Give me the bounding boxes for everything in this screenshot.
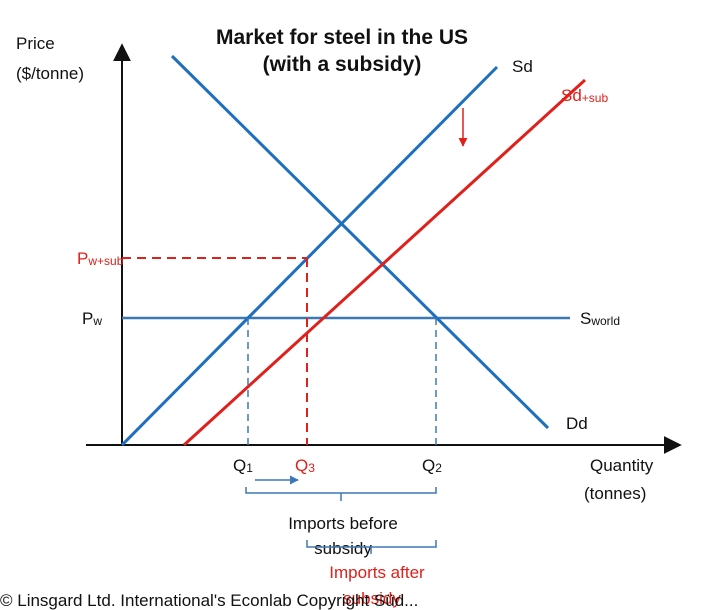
title-line-1: Market for steel in the US [216, 26, 468, 49]
dd-label: Dd [566, 414, 588, 433]
subsidized-supply-curve [182, 78, 587, 447]
imports-before-label-1: Imports before [288, 514, 398, 533]
imports-after-bracket [306, 540, 437, 554]
q3-label: Q3 [295, 456, 315, 475]
pw-sub-label: Pw+sub [77, 249, 124, 268]
q1-label: Q1 [233, 456, 253, 475]
imports-after-label-1: Imports after [329, 563, 425, 582]
imports-before-bracket [245, 487, 437, 501]
imports-before-label-2: subsidy [314, 539, 372, 558]
demand-curve [170, 54, 550, 430]
q2-label: Q2 [422, 456, 442, 475]
y-axis-label-2: ($/tonne) [16, 64, 84, 83]
sd-label: Sd [512, 57, 533, 76]
sd-sub-label: Sd+sub [561, 86, 608, 105]
copyright-footer: © Linsgard Ltd. International's Econlab … [0, 591, 418, 610]
y-axis-label-1: Price [16, 34, 55, 53]
title-line-2: (with a subsidy) [263, 53, 422, 76]
x-axis-label-2: (tonnes) [584, 484, 646, 503]
sworld-label: Sworld [580, 309, 620, 328]
imports-after-label-2: subsidy [343, 589, 401, 608]
pw-label: Pw [82, 309, 102, 328]
x-axis-label-1: Quantity [590, 456, 654, 475]
domestic-supply-curve [120, 65, 499, 447]
